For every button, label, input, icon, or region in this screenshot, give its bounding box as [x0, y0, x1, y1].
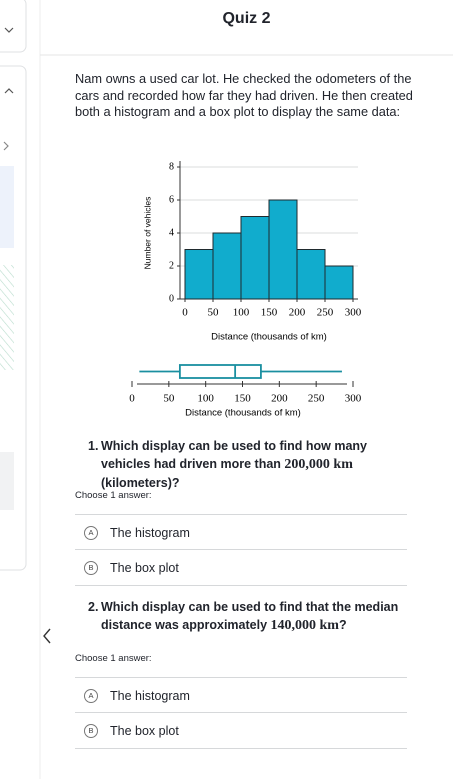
- sidebar-item: [0, 265, 14, 370]
- x-axis-label: Distance (thousands of km): [185, 408, 301, 419]
- prompt: Choose 1 answer:: [75, 490, 152, 501]
- back-arrow[interactable]: [43, 628, 51, 644]
- x-tick-label: 300: [345, 307, 362, 319]
- question-text: Which display can be used to find how ma…: [101, 439, 368, 471]
- sidebar-item: [0, 452, 14, 510]
- y-tick-label: 2: [169, 260, 174, 271]
- choice[interactable]: B The box plot: [75, 712, 407, 749]
- bar: [268, 199, 298, 300]
- y-tick-label: 6: [169, 194, 174, 205]
- choice[interactable]: A The histogram: [75, 514, 407, 550]
- math: 200,000 km: [284, 457, 353, 472]
- x-tick-label: 150: [261, 307, 278, 319]
- choice-letter: B: [84, 560, 98, 575]
- x-tick-label: 150: [234, 393, 251, 405]
- bar: [212, 232, 242, 300]
- chevron-up[interactable]: [4, 88, 14, 94]
- question: 2. Which display can be used to find tha…: [88, 598, 418, 635]
- choice-text: The histogram: [110, 688, 190, 703]
- problem-text: Nam owns a used car lot. He checked the …: [75, 71, 413, 119]
- bar: [184, 249, 214, 300]
- y-tick-label: 0: [169, 293, 174, 304]
- sidebar-panel: [0, 0, 27, 53]
- x-tick-label: 100: [233, 307, 250, 319]
- x-tick-label: 50: [208, 307, 220, 319]
- choice-letter: B: [84, 723, 98, 738]
- choice[interactable]: B The box plot: [75, 549, 407, 586]
- box: [178, 364, 262, 379]
- math: 140,000 km: [270, 618, 339, 633]
- choice-text: The box plot: [110, 560, 179, 575]
- bar: [296, 249, 326, 300]
- chevron-right[interactable]: [3, 141, 9, 151]
- x-tick-label: 200: [289, 307, 306, 319]
- bar: [240, 216, 270, 300]
- x-tick-label: 100: [197, 393, 214, 405]
- choice-letter: A: [84, 688, 98, 703]
- chevron-down[interactable]: [4, 27, 14, 33]
- x-tick-label: 250: [308, 393, 325, 405]
- choice-text: The histogram: [110, 525, 190, 540]
- choice-text: The box plot: [110, 723, 179, 738]
- title: Quiz 2: [222, 10, 271, 27]
- question-number: 2.: [88, 600, 99, 614]
- x-tick-label: 0: [129, 393, 135, 405]
- bar: [324, 265, 354, 300]
- x-tick-label: 300: [345, 393, 362, 405]
- choice-letter: A: [84, 525, 98, 540]
- x-tick-label: 200: [271, 393, 288, 405]
- sidebar-item: [0, 166, 14, 248]
- x-tick-label: 0: [182, 307, 188, 319]
- prompt: Choose 1 answer:: [75, 653, 152, 664]
- x-tick-label: 50: [163, 393, 175, 405]
- question-text: (kilometers)?: [101, 476, 180, 490]
- y-tick-label: 8: [169, 161, 174, 172]
- choice[interactable]: A The histogram: [75, 677, 407, 713]
- question: 1. Which display can be used to find how…: [88, 437, 418, 492]
- question-text: Which display can be used to find that t…: [101, 600, 399, 632]
- question-number: 1.: [88, 439, 99, 453]
- question-text: ?: [338, 618, 347, 632]
- y-axis-label: Number of vehicles: [142, 197, 152, 270]
- x-axis-label: Distance (thousands of km): [211, 332, 327, 343]
- x-tick-label: 250: [317, 307, 334, 319]
- y-tick-label: 4: [169, 227, 174, 238]
